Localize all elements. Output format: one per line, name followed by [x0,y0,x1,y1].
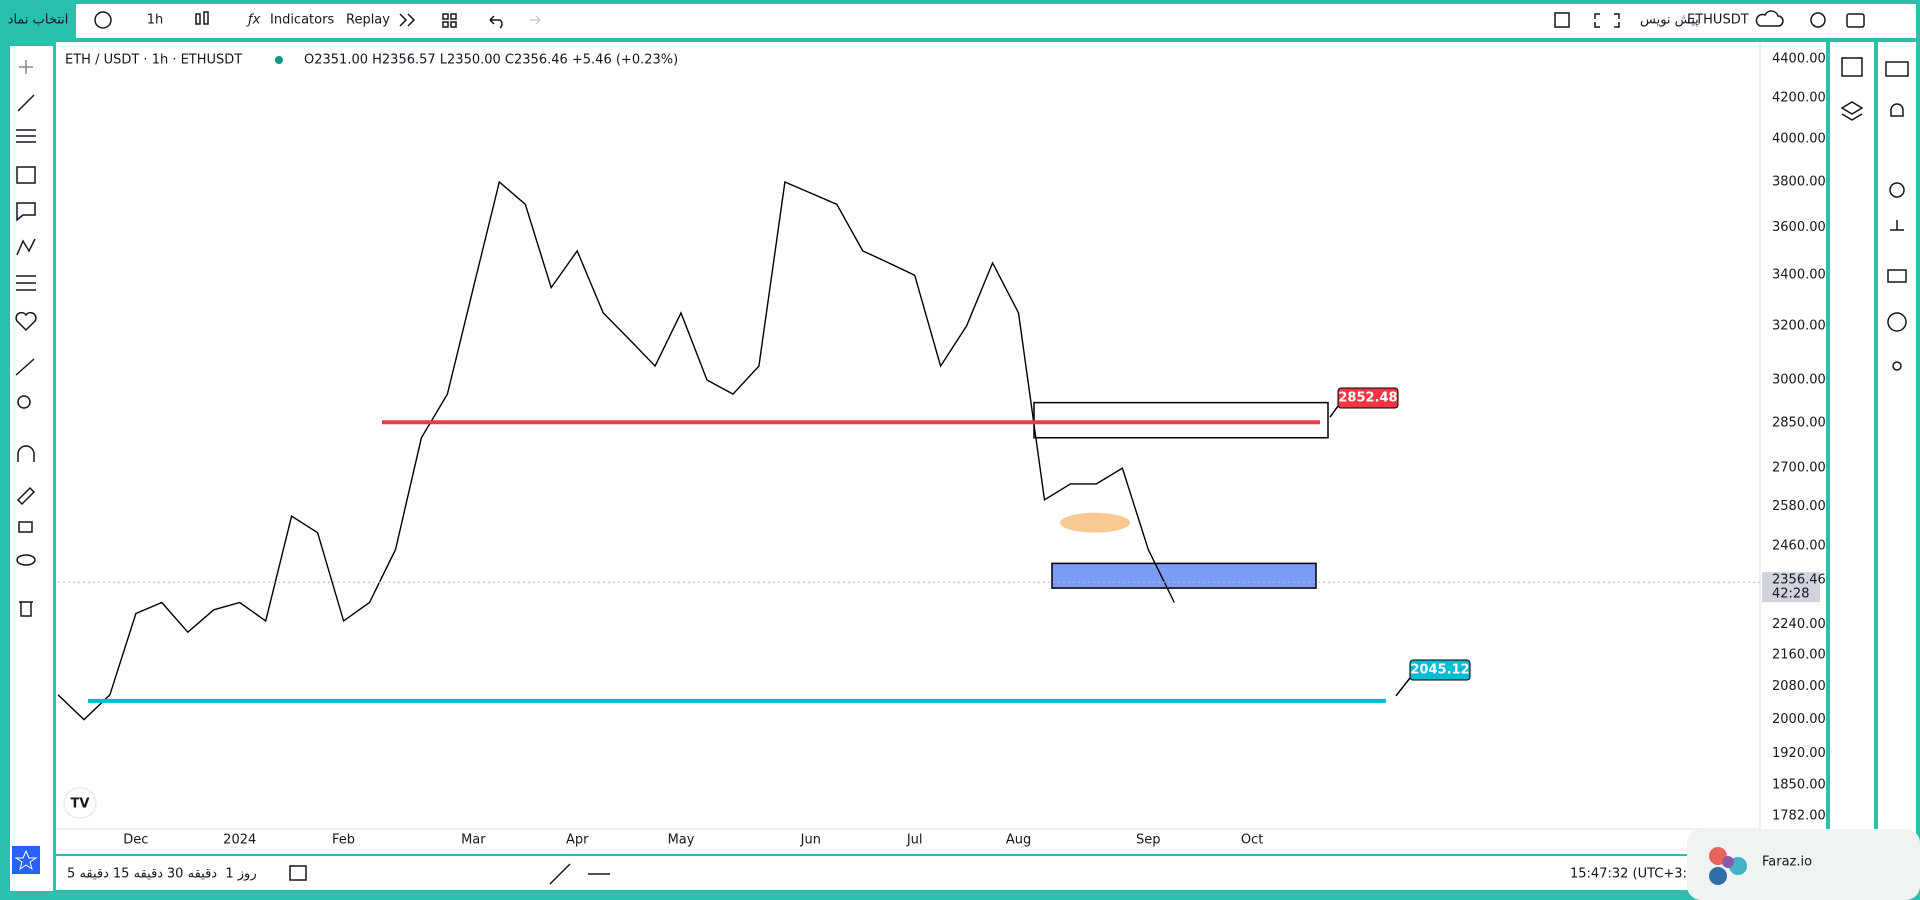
current-price-label: 2356.46 [1772,573,1826,588]
countdown: 42:28 [1772,587,1809,602]
replay[interactable]: Replay [346,13,390,28]
x-tick-label: Jun [800,833,821,848]
range-button[interactable]: 1 روز [225,867,256,882]
tv-logo-mark: TV [71,797,90,812]
cloud-icon[interactable] [1755,10,1784,27]
chart-pane [56,42,1826,854]
zone-box [1051,562,1317,589]
y-tick-label: 3000.00 [1772,372,1826,387]
level-label: 2852.48 [1338,391,1397,406]
x-tick-label: Jul [906,833,923,848]
y-tick-label: 1850.00 [1772,777,1826,792]
top-bar [76,4,1916,38]
y-tick-label: 1920.00 [1772,746,1826,761]
layout-symbol[interactable]: ETHUSDT [1687,13,1749,28]
watermark-logo [1709,847,1747,885]
x-tick-label: Mar [461,833,486,848]
quick-draw-tools[interactable] [549,863,610,885]
level-label-box [1409,659,1471,681]
widget-icons[interactable] [1840,57,1909,371]
y-tick-label: 2160.00 [1772,648,1826,663]
watermark-box [1687,829,1920,900]
y-tick-label: 2240.00 [1772,617,1826,632]
undo-icon[interactable] [489,15,503,29]
x-tick-label: Oct [1241,833,1263,848]
y-tick-label: 4400.00 [1772,52,1826,67]
clock: 15:47:32 (UTC+3:30 [1570,867,1703,882]
y-tick-label: 4200.00 [1772,91,1826,106]
camera-icon[interactable] [1846,13,1865,28]
status-dot [275,56,283,64]
x-tick-label: Feb [332,833,355,848]
fullscreen-icon[interactable] [1594,13,1620,28]
y-tick-label: 2460.00 [1772,539,1826,554]
y-tick-label: 3600.00 [1772,220,1826,235]
x-tick-label: Dec [123,833,148,848]
window-icon[interactable] [1554,12,1570,28]
fx-icon[interactable]: ƒx [245,13,261,28]
range-button[interactable]: 15 دقیقه [113,867,163,882]
x-tick-label: Sep [1136,833,1161,848]
x-tick-label: Aug [1006,833,1031,848]
drawing-tools[interactable] [15,60,37,617]
range-button[interactable]: 30 دقیقه [167,867,217,882]
y-tick-label: 3800.00 [1772,175,1826,190]
legend-title: ETH / USDT · 1h · ETHUSDT [65,53,242,68]
zone-ellipse [1060,512,1130,533]
symbol-search[interactable]: انتخاب نماد [8,13,69,28]
tv-logo[interactable] [63,787,97,819]
y-tick-label: 2080.00 [1772,679,1826,694]
bottom-bar [56,856,1826,890]
widget-bar [1830,42,1874,854]
settings-icon[interactable] [1810,12,1826,28]
date-range-icon[interactable] [289,865,307,881]
x-tick-label: 2024 [223,833,256,848]
left-toolbar [10,46,53,891]
y-tick-label: 4000.00 [1772,132,1826,147]
range-buttons: 5 دقیقه 15 دقیقه 30 دقیقه 1 روز [67,867,257,882]
y-tick-label: 3400.00 [1772,268,1826,283]
interval[interactable]: 1h [147,13,164,28]
current-price-box [1762,572,1820,603]
y-tick-label: 2700.00 [1772,461,1826,476]
range-button[interactable]: 5 دقیقه [67,867,109,882]
y-tick-label: 2000.00 [1772,712,1826,727]
watermark-text: Faraz.io [1762,855,1812,870]
y-tick-label: 2850.00 [1772,415,1826,430]
redo-icon [530,15,541,25]
add-symbol-icon[interactable] [94,11,112,29]
layout-icon[interactable] [442,13,457,28]
level-callout [1395,677,1411,697]
y-tick-label: 3200.00 [1772,318,1826,333]
replay-icon[interactable] [399,13,416,27]
chart-style-icon[interactable] [195,11,209,25]
price-line [57,180,1175,721]
y-tick-label: 1782.00 [1772,809,1826,824]
draft-label[interactable]: پیش نویس [1640,13,1699,28]
x-tick-label: May [668,833,695,848]
level-label: 2045.12 [1410,663,1469,678]
level-callout [1329,405,1339,418]
ohlc: O2351.00 H2356.57 L2350.00 C2356.46 +5.4… [304,53,678,68]
level-label-box [1337,387,1399,409]
plot: 4400.00 4200.00 4000.00 3800.00 3600.00 3400.… [57,52,1826,848]
right-toolbar [1878,42,1916,854]
star-icon [14,849,38,871]
indicators[interactable]: Indicators [270,13,334,28]
x-tick-label: Apr [566,833,589,848]
y-tick-label: 2580.00 [1772,499,1826,514]
